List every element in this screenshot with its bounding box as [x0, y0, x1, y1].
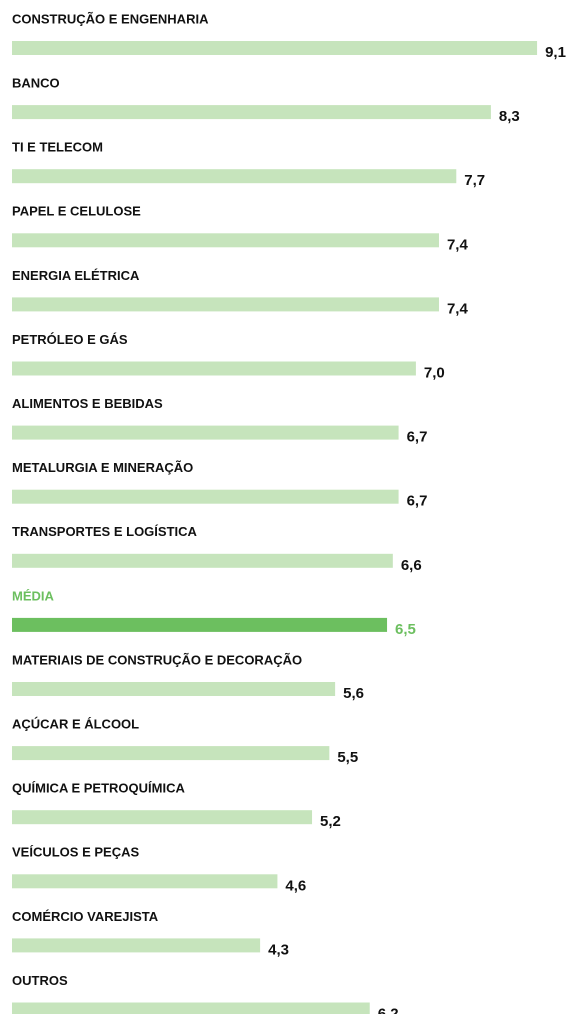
category-label: PETRÓLEO E GÁS [12, 332, 128, 347]
bar [12, 489, 399, 504]
bar [12, 874, 278, 889]
value-label: 4,3 [268, 941, 289, 958]
bar [12, 810, 313, 825]
bar [12, 682, 336, 696]
bar [12, 169, 457, 184]
bar [12, 105, 491, 120]
bar [12, 553, 393, 568]
value-label: 6,5 [395, 621, 416, 638]
category-label: CONSTRUÇÃO E ENGENHARIA [12, 11, 209, 26]
value-label: 6,7 [407, 493, 428, 510]
category-label: METALURGIA E MINERAÇÃO [12, 460, 193, 475]
category-label: BANCO [12, 76, 60, 91]
value-label: 9,1 [545, 44, 566, 61]
value-label: 5,5 [337, 749, 358, 766]
value-label: 7,0 [424, 364, 445, 381]
bar [12, 41, 538, 55]
bar [12, 233, 439, 248]
value-label: 5,2 [320, 813, 341, 830]
value-label: 6.2 [378, 1005, 399, 1014]
bar [12, 297, 439, 312]
category-label: MÉDIA [12, 588, 55, 603]
category-label: COMÉRCIO VAREJISTA [12, 909, 159, 924]
category-label: ENERGIA ELÉTRICA [12, 268, 140, 283]
value-label: 6,6 [401, 557, 422, 574]
category-label: AÇÚCAR E ÁLCOOL [12, 717, 139, 732]
bar [12, 361, 416, 376]
bar [12, 617, 388, 632]
category-label: OUTROS [12, 973, 68, 988]
category-label: VEÍCULOS E PEÇAS [12, 845, 139, 860]
value-label: 7,4 [447, 300, 469, 317]
category-label: ALIMENTOS E BEBIDAS [12, 396, 163, 411]
category-label: QUÍMICA E PETROQUÍMICA [12, 781, 185, 796]
category-label: TRANSPORTES E LOGÍSTICA [12, 524, 198, 539]
value-label: 5,6 [343, 685, 364, 702]
value-label: 7,4 [447, 236, 469, 253]
value-label: 6,7 [407, 429, 428, 446]
category-label: MATERIAIS DE CONSTRUÇÃO E DECORAÇÃO [12, 652, 302, 667]
value-label: 8,3 [499, 108, 520, 125]
bar [12, 1002, 370, 1014]
bar [12, 425, 399, 440]
value-label: 7,7 [464, 172, 485, 189]
category-label: TI E TELECOM [12, 140, 103, 155]
bar [12, 938, 261, 953]
bar [12, 746, 330, 761]
value-label: 4,6 [285, 877, 306, 894]
category-label: PAPEL E CELULOSE [12, 204, 141, 219]
